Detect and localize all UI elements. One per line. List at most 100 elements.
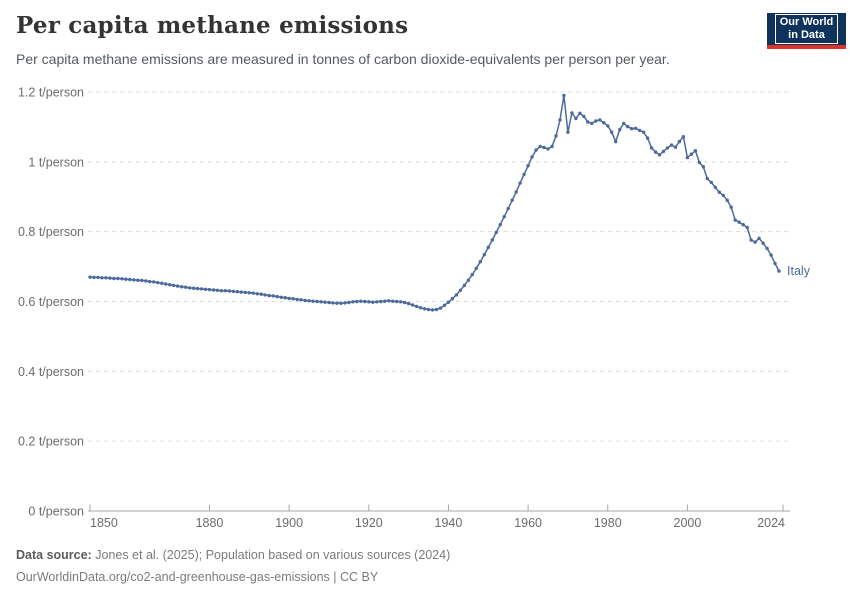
data-point[interactable]	[474, 266, 478, 270]
data-point[interactable]	[546, 147, 550, 151]
data-point[interactable]	[494, 230, 498, 235]
data-point[interactable]	[701, 165, 705, 169]
data-point[interactable]	[199, 287, 204, 291]
data-point[interactable]	[391, 299, 395, 303]
data-point[interactable]	[223, 289, 228, 293]
data-point[interactable]	[255, 292, 259, 296]
data-point[interactable]	[426, 307, 431, 312]
data-point[interactable]	[327, 300, 331, 305]
data-point[interactable]	[140, 278, 144, 283]
data-point[interactable]	[279, 295, 283, 299]
data-point[interactable]	[128, 277, 132, 282]
data-point[interactable]	[120, 277, 124, 281]
data-point[interactable]	[697, 160, 702, 165]
data-point[interactable]	[470, 272, 474, 277]
data-point[interactable]	[590, 121, 594, 126]
data-point[interactable]	[586, 120, 590, 124]
data-point[interactable]	[187, 286, 192, 290]
data-point[interactable]	[773, 261, 777, 266]
data-point[interactable]	[482, 253, 486, 257]
owid-logo[interactable]: Our World in Data	[767, 13, 846, 49]
data-point[interactable]	[649, 146, 654, 150]
data-point[interactable]	[450, 297, 455, 301]
data-point[interactable]	[263, 293, 267, 297]
data-point[interactable]	[406, 301, 411, 306]
data-point[interactable]	[195, 286, 200, 291]
data-point[interactable]	[661, 149, 666, 154]
data-point[interactable]	[211, 288, 216, 292]
data-point[interactable]	[422, 307, 427, 311]
data-point[interactable]	[741, 223, 745, 227]
data-point[interactable]	[653, 150, 658, 154]
data-point[interactable]	[737, 220, 741, 224]
data-point[interactable]	[685, 155, 690, 160]
data-point[interactable]	[399, 300, 403, 304]
data-point[interactable]	[542, 145, 546, 150]
data-point[interactable]	[657, 153, 662, 157]
data-point[interactable]	[578, 111, 582, 116]
data-point[interactable]	[379, 299, 383, 304]
data-point[interactable]	[753, 240, 757, 244]
data-point[interactable]	[179, 285, 184, 289]
data-point[interactable]	[721, 193, 725, 198]
data-point[interactable]	[259, 292, 263, 296]
data-point[interactable]	[749, 238, 753, 242]
data-point[interactable]	[498, 223, 502, 227]
data-point[interactable]	[383, 299, 387, 303]
data-point[interactable]	[271, 294, 275, 298]
data-point[interactable]	[371, 300, 375, 304]
data-point[interactable]	[88, 275, 92, 279]
data-point[interactable]	[243, 290, 247, 295]
data-point[interactable]	[506, 206, 510, 211]
data-point[interactable]	[239, 290, 243, 294]
data-point[interactable]	[116, 276, 120, 281]
data-point[interactable]	[434, 307, 439, 312]
data-point[interactable]	[486, 245, 490, 250]
data-point[interactable]	[538, 144, 542, 149]
data-point[interactable]	[745, 225, 749, 230]
data-point[interactable]	[645, 136, 650, 140]
data-point[interactable]	[510, 198, 514, 202]
data-point[interactable]	[673, 145, 678, 149]
data-point[interactable]	[574, 116, 578, 121]
data-point[interactable]	[311, 299, 315, 303]
data-point[interactable]	[562, 93, 566, 98]
data-point[interactable]	[235, 290, 240, 294]
data-point[interactable]	[554, 134, 558, 138]
data-point[interactable]	[207, 287, 212, 292]
data-point[interactable]	[387, 299, 391, 303]
data-point[interactable]	[191, 286, 196, 290]
data-point[interactable]	[171, 283, 176, 288]
data-point[interactable]	[693, 149, 698, 153]
data-point[interactable]	[502, 215, 506, 219]
data-point[interactable]	[733, 218, 737, 222]
data-point[interactable]	[303, 298, 307, 303]
data-point[interactable]	[626, 124, 630, 129]
data-point[interactable]	[124, 277, 128, 281]
data-point[interactable]	[148, 279, 152, 284]
data-point[interactable]	[247, 291, 251, 295]
data-point[interactable]	[231, 289, 236, 294]
data-point[interactable]	[630, 127, 634, 131]
data-point[interactable]	[713, 185, 717, 189]
data-point[interactable]	[725, 198, 729, 202]
data-point[interactable]	[530, 155, 534, 159]
data-point[interactable]	[614, 139, 618, 144]
data-point[interactable]	[112, 276, 116, 281]
data-point[interactable]	[582, 114, 586, 119]
data-point[interactable]	[430, 308, 435, 312]
data-point[interactable]	[295, 297, 299, 302]
data-point[interactable]	[757, 236, 761, 240]
data-point[interactable]	[526, 164, 530, 168]
data-point[interactable]	[331, 301, 335, 305]
data-point[interactable]	[566, 130, 570, 134]
data-point[interactable]	[227, 289, 232, 293]
data-point[interactable]	[92, 275, 96, 280]
data-point[interactable]	[689, 152, 694, 156]
data-point[interactable]	[717, 190, 721, 194]
data-point[interactable]	[681, 135, 686, 139]
data-point[interactable]	[598, 118, 602, 122]
data-point[interactable]	[152, 280, 156, 284]
data-point[interactable]	[665, 146, 670, 150]
data-point[interactable]	[550, 144, 554, 149]
